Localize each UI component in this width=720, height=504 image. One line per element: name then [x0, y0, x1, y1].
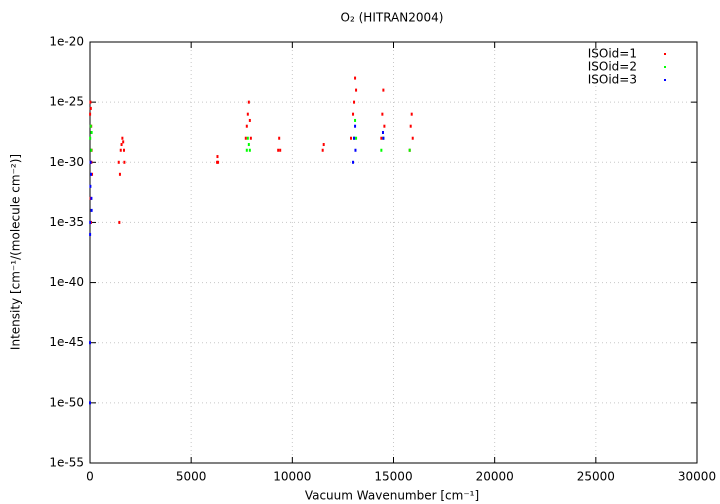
y-tick-label: 1e-55: [49, 456, 84, 470]
data-point: [249, 136, 252, 140]
data-point: [91, 172, 94, 176]
x-tick-label: 30000: [678, 470, 716, 484]
data-point: [89, 232, 92, 236]
data-point: [90, 148, 93, 152]
data-point: [122, 148, 125, 152]
data-point: [355, 136, 358, 140]
x-tick-label: 10000: [273, 470, 311, 484]
legend-label: ISOid=1: [588, 47, 637, 61]
data-point: [217, 160, 220, 164]
data-point: [408, 148, 411, 152]
data-point: [89, 136, 92, 140]
data-point: [410, 112, 413, 116]
data-point: [353, 100, 356, 104]
data-point: [321, 148, 324, 152]
y-tick-label: 1e-45: [49, 335, 84, 349]
data-point: [118, 220, 121, 224]
data-point: [354, 148, 357, 152]
data-point: [119, 148, 122, 152]
data-point: [411, 136, 414, 140]
x-tick-label: 5000: [176, 470, 207, 484]
data-point: [122, 140, 125, 144]
data-point: [381, 130, 384, 134]
data-point: [89, 160, 92, 164]
y-tick-label: 1e-35: [49, 215, 84, 229]
data-point: [89, 112, 92, 116]
data-point: [89, 124, 92, 128]
data-point: [247, 100, 250, 104]
legend-label: ISOid=3: [588, 73, 637, 87]
y-tick-label: 1e-50: [49, 395, 84, 409]
data-point: [121, 136, 124, 140]
data-point: [120, 143, 123, 147]
data-point: [245, 124, 248, 128]
data-point: [354, 76, 357, 80]
chart-title: O₂ (HITRAN2004): [341, 11, 444, 25]
data-point: [354, 124, 357, 128]
x-axis-label: Vacuum Wavenumber [cm⁻¹]: [305, 489, 479, 503]
data-point: [248, 118, 251, 122]
data-point: [89, 106, 92, 110]
data-point: [409, 124, 412, 128]
y-tick-label: 1e-20: [49, 35, 84, 49]
legend-swatch: [664, 79, 666, 81]
data-point: [352, 160, 355, 164]
data-point: [383, 124, 386, 128]
data-point: [244, 136, 247, 140]
data-point: [90, 130, 93, 134]
legend-label: ISOid=2: [588, 60, 637, 74]
data-point: [382, 136, 385, 140]
data-point: [380, 136, 383, 140]
data-point: [117, 160, 120, 164]
data-point: [248, 148, 251, 152]
data-point: [89, 220, 92, 224]
y-tick-label: 1e-25: [49, 95, 84, 109]
data-point: [123, 160, 126, 164]
data-point: [245, 148, 248, 152]
y-tick-label: 1e-30: [49, 155, 84, 169]
data-point: [353, 136, 356, 140]
data-point: [279, 148, 282, 152]
data-point: [355, 88, 358, 92]
legend-swatch: [664, 66, 666, 68]
data-point: [352, 112, 355, 116]
data-point: [382, 88, 385, 92]
data-point: [350, 136, 353, 140]
data-point: [89, 341, 91, 345]
plot-frame: [89, 41, 698, 464]
data-point: [278, 136, 281, 140]
data-point: [90, 196, 93, 200]
legend-swatch: [664, 53, 666, 55]
data-point: [322, 143, 325, 147]
data-point: [246, 112, 249, 116]
y-axis-label: Intensity [cm⁻¹/(molecule cm⁻²)]: [9, 154, 23, 350]
x-tick-label: 25000: [577, 470, 615, 484]
data-point: [354, 118, 357, 122]
data-point: [216, 155, 219, 159]
data-point: [118, 172, 121, 176]
data-point: [89, 401, 91, 405]
data-point: [90, 172, 93, 176]
data-point: [216, 160, 219, 164]
x-tick-label: 20000: [476, 470, 514, 484]
x-tick-label: 0: [86, 470, 94, 484]
data-point: [380, 148, 383, 152]
data-point: [381, 112, 384, 116]
data-point: [277, 148, 280, 152]
data-point: [246, 136, 249, 140]
x-tick-label: 15000: [374, 470, 412, 484]
data-point: [89, 100, 92, 104]
data-point: [90, 208, 93, 212]
data-point: [247, 143, 250, 147]
data-point: [89, 184, 92, 188]
y-tick-label: 1e-40: [49, 275, 84, 289]
